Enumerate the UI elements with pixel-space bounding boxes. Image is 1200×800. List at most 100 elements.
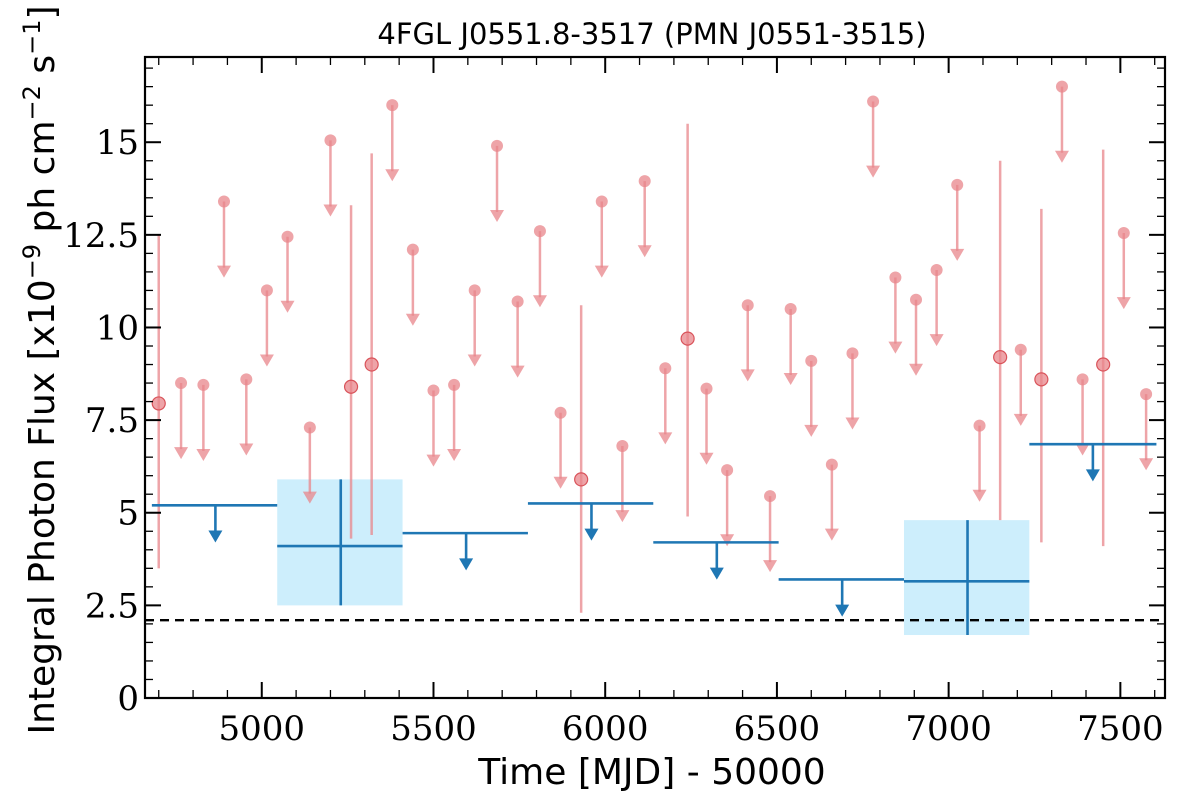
long-bin-upper-limit-arrow xyxy=(835,604,850,617)
short-bin-upper-limit-arrow xyxy=(594,265,609,278)
short-bin-upper-limit-marker xyxy=(175,377,188,390)
short-bin-upper-limit-arrow xyxy=(909,363,924,376)
short-bin-upper-limit-marker xyxy=(867,95,880,108)
short-bin-upper-limit-arrow xyxy=(490,210,505,223)
short-bin-data-point xyxy=(343,379,359,394)
y-axis-title-part: s xyxy=(22,55,63,85)
x-tick-label: 5000 xyxy=(219,709,306,749)
y-tick-label: 12.5 xyxy=(63,216,139,256)
short-bin-upper-limit-marker xyxy=(468,284,481,297)
short-bin-upper-limit-arrow xyxy=(323,204,338,217)
short-bin-upper-limit-arrow xyxy=(302,491,317,504)
short-bin-upper-limit-marker xyxy=(889,271,902,284)
short-bin-upper-limit-marker xyxy=(448,378,461,391)
short-bin-upper-limit-marker xyxy=(721,464,734,477)
short-bin-upper-limit-arrow xyxy=(658,432,673,445)
short-bin-upper-limit-arrow xyxy=(447,449,462,462)
short-bin-data-point xyxy=(574,472,589,487)
x-axis-title: Time [MJD] - 50000 xyxy=(477,752,825,793)
long-bin-upper-limit-arrow xyxy=(709,567,724,580)
short-bin-data-point xyxy=(151,396,166,411)
short-bin-upper-limit-marker xyxy=(511,295,524,308)
short-bin-upper-limit-marker xyxy=(659,362,672,375)
y-axis-title-part: ph cm xyxy=(22,120,63,243)
chart-title: 4FGL J0551.8-3517 (PMN J0551-3515) xyxy=(377,17,926,51)
short-bin-upper-limit-marker xyxy=(951,178,964,191)
y-tick-label: 2.5 xyxy=(85,586,139,626)
short-bin-data-point xyxy=(680,331,695,346)
short-bin-upper-limit-arrow xyxy=(615,510,630,523)
short-bin-upper-limit-marker xyxy=(595,195,608,208)
short-bin-upper-limit-marker xyxy=(930,264,943,277)
long-bin-upper-limit-arrow xyxy=(459,558,474,571)
y-axis-ticks: 0 2.5 5 7.5 10 12.5 15 xyxy=(63,67,1165,719)
short-bin-upper-limit-arrow xyxy=(929,334,944,347)
short-bin-upper-limit-arrow xyxy=(824,528,839,541)
short-bin-upper-limit-marker xyxy=(784,302,797,315)
y-tick-label: 15 xyxy=(96,123,139,163)
short-bin-upper-limit-arrow xyxy=(1139,458,1154,471)
y-tick-label: 7.5 xyxy=(85,401,139,441)
long-bin-upper-limit-arrow xyxy=(208,530,223,543)
short-bin-upper-limit-marker xyxy=(825,458,838,471)
y-axis-title-exponent: −9 xyxy=(18,244,46,279)
short-bin-upper-limit-arrow xyxy=(845,417,860,430)
short-bin-upper-limit-arrow xyxy=(174,447,189,460)
long-bin-upper-limit-arrow xyxy=(1085,469,1100,482)
long-bin-upper-limit-arrow xyxy=(584,528,599,541)
short-bin-upper-limit-arrow xyxy=(1116,297,1131,310)
short-bin-upper-limit-marker xyxy=(805,354,818,367)
short-bin-upper-limit-arrow xyxy=(216,265,231,278)
short-bin-upper-limit-arrow xyxy=(239,443,254,456)
short-bin-upper-limit-arrow xyxy=(888,341,903,354)
short-bin-upper-limit-marker xyxy=(764,490,777,503)
short-bin-upper-limit-marker xyxy=(616,440,629,453)
short-bin-upper-limit-arrow xyxy=(763,560,778,573)
short-bin-upper-limit-arrow xyxy=(950,248,965,261)
y-tick-label: 5 xyxy=(117,494,139,534)
short-bin-upper-limit-arrow xyxy=(467,354,482,367)
short-bin-upper-limit-arrow xyxy=(866,165,881,178)
x-axis-ticks: 5000 5500 6000 6500 7000 7500 xyxy=(158,57,1164,749)
plot-area xyxy=(145,80,1165,636)
short-bin-upper-limit-marker xyxy=(406,243,419,256)
short-bin-upper-limit-marker xyxy=(197,378,210,391)
x-tick-label: 5500 xyxy=(390,709,477,749)
short-bin-upper-limit-arrow xyxy=(699,452,714,465)
short-bin-upper-limit-marker xyxy=(741,299,754,312)
short-bin-upper-limit-arrow xyxy=(804,424,819,437)
short-bin-upper-limit-arrow xyxy=(1075,443,1090,456)
y-axis-title-part: ] xyxy=(22,5,63,19)
short-bin-upper-limit-marker xyxy=(1140,388,1153,401)
x-tick-label: 6500 xyxy=(734,709,821,749)
short-bin-upper-limit-marker xyxy=(386,99,399,112)
short-bin-upper-limit-marker xyxy=(427,384,440,397)
x-tick-label: 7500 xyxy=(1077,709,1164,749)
short-bin-data-point xyxy=(364,357,379,372)
short-bin-upper-limit-arrow xyxy=(740,369,755,382)
short-bin-upper-limit-marker xyxy=(554,406,567,419)
short-bin-upper-limit-marker xyxy=(240,373,253,386)
y-tick-label: 10 xyxy=(96,308,139,348)
short-bin-upper-limit-marker xyxy=(533,225,546,238)
short-bin-upper-limit-arrow xyxy=(553,476,568,489)
y-axis-title-part: Integral Photon Flux [x10 xyxy=(22,279,63,734)
short-bin-upper-limit-arrow xyxy=(783,373,798,386)
short-bin-upper-limit-marker xyxy=(846,347,859,360)
short-bin-upper-limit-marker xyxy=(638,175,651,188)
short-bin-upper-limit-arrow xyxy=(405,313,420,326)
x-tick-label: 7000 xyxy=(905,709,992,749)
short-bin-upper-limit-marker xyxy=(303,421,316,434)
short-bin-upper-limit-arrow xyxy=(259,354,274,367)
short-bin-data-point xyxy=(1096,357,1111,372)
short-bin-upper-limit-marker xyxy=(1055,80,1068,93)
short-bin-upper-limit-marker xyxy=(973,419,986,432)
short-bin-upper-limit-marker xyxy=(260,284,273,297)
short-bin-upper-limit-arrow xyxy=(1013,413,1028,426)
short-bin-upper-limit-arrow xyxy=(510,365,525,378)
short-bin-upper-limit-marker xyxy=(281,230,294,243)
short-bin-upper-limit-marker xyxy=(491,139,504,152)
y-tick-label: 0 xyxy=(117,679,139,719)
short-bin-upper-limit-arrow xyxy=(972,489,987,502)
